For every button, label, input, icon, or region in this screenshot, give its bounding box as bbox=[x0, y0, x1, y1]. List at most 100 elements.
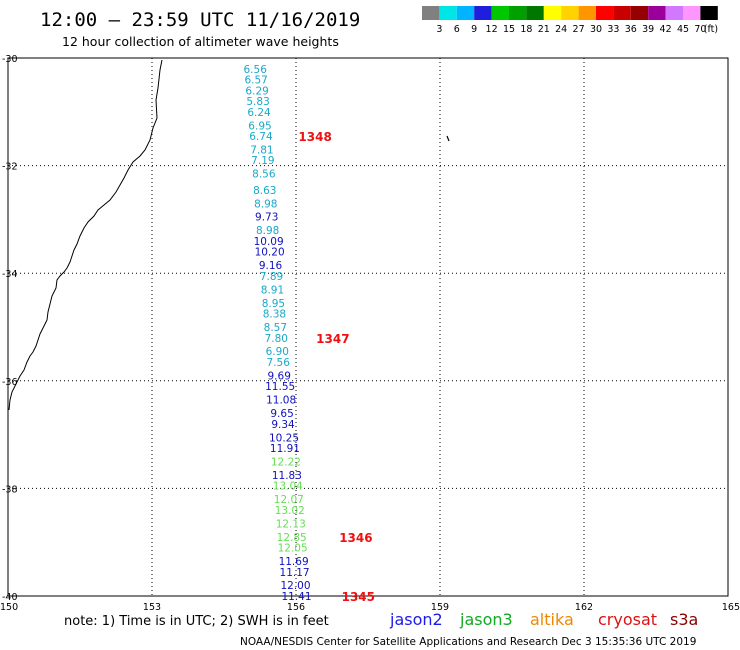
lon-tick-label: 159 bbox=[431, 602, 449, 613]
legend-tick-label: 24 bbox=[555, 24, 567, 35]
wave-height-value: 7.80 bbox=[265, 333, 288, 345]
wave-height-value: 9.73 bbox=[255, 212, 278, 224]
pass-time-label: 1347 bbox=[316, 332, 349, 346]
legend-tick-label: 33 bbox=[607, 24, 619, 35]
wave-height-value: 12.05 bbox=[278, 543, 308, 555]
footer-credit: NOAA/NESDIS Center for Satellite Applica… bbox=[240, 636, 696, 648]
wave-height-value: 11.83 bbox=[272, 470, 302, 482]
color-legend: 3 6 9 12 15 18 21 24 27 30 33 36 39 42 45 70(ft) bbox=[422, 6, 718, 35]
wave-height-value: 8.38 bbox=[263, 309, 286, 321]
legend-swatch bbox=[683, 6, 701, 20]
legend-swatch bbox=[474, 6, 492, 20]
island-mark bbox=[446, 135, 450, 142]
legend-tick-label: 6 bbox=[454, 24, 460, 35]
wave-height-value: 12.00 bbox=[280, 580, 310, 592]
legend-swatch bbox=[456, 6, 475, 20]
legend-tick-label: 30 bbox=[590, 24, 602, 35]
legend-swatch bbox=[578, 6, 596, 20]
legend-swatch bbox=[561, 6, 579, 20]
wave-height-value: 8.56 bbox=[252, 169, 276, 181]
legend-tick-label: 36 bbox=[625, 24, 637, 35]
legend-swatch bbox=[491, 6, 509, 20]
wave-height-value: 8.63 bbox=[253, 185, 276, 197]
legend-swatch bbox=[422, 6, 440, 20]
satellite-jason2-label: jason2 bbox=[389, 610, 443, 629]
wave-height-value: 7.19 bbox=[251, 155, 274, 167]
wave-height-readings: 6.566.576.295.836.246.956.747.817.19 8.56… bbox=[244, 64, 312, 603]
legend-swatch bbox=[613, 6, 631, 20]
wave-height-value: 8.98 bbox=[254, 198, 277, 210]
legend-tick-label: 15 bbox=[503, 24, 515, 35]
legend-swatch bbox=[648, 6, 666, 20]
legend-tick-label: 42 bbox=[660, 24, 672, 35]
lon-tick-label: 162 bbox=[575, 602, 593, 613]
wave-height-value: 6.95 bbox=[248, 120, 271, 132]
wave-height-value: 7.56 bbox=[267, 357, 291, 369]
map-frame bbox=[7, 57, 729, 597]
wave-height-value: 6.24 bbox=[247, 107, 271, 119]
satellite-cryosat-label: cryosat bbox=[598, 610, 657, 629]
legend-unit: (ft) bbox=[704, 24, 718, 35]
wave-height-value: 6.74 bbox=[249, 131, 273, 143]
wave-height-value: 12.13 bbox=[276, 518, 306, 530]
wave-height-value: 12.07 bbox=[274, 494, 304, 506]
wave-height-value: 11.41 bbox=[281, 591, 311, 603]
wave-height-value: 8.95 bbox=[262, 298, 285, 310]
wave-height-value: 9.16 bbox=[259, 260, 283, 272]
legend-tick-label: 21 bbox=[538, 24, 550, 35]
latitude-labels: -30 -32 -34 -36 -38 -40 bbox=[2, 54, 18, 603]
legend-swatch bbox=[439, 6, 457, 20]
wave-height-value: 11.17 bbox=[280, 567, 310, 579]
lat-tick-label: -40 bbox=[2, 592, 18, 603]
legend-tick-label: 12 bbox=[486, 24, 498, 35]
wave-height-value: 8.91 bbox=[261, 284, 284, 296]
legend-tick-label: 3 bbox=[436, 24, 442, 35]
legend-swatch bbox=[543, 6, 562, 20]
satellite-altika-label: altika bbox=[530, 610, 574, 629]
wave-height-value: 13.02 bbox=[275, 505, 305, 517]
legend-tick-label: 9 bbox=[471, 24, 477, 35]
legend-swatch bbox=[509, 6, 527, 20]
wave-height-value: 11.55 bbox=[265, 381, 295, 393]
grid-lines bbox=[8, 58, 728, 596]
lat-tick-label: -30 bbox=[2, 54, 18, 65]
pass-time-label: 1345 bbox=[342, 590, 375, 604]
lon-tick-label: 156 bbox=[287, 602, 305, 613]
legend-swatch bbox=[665, 6, 683, 20]
wave-height-value: 5.83 bbox=[246, 96, 269, 108]
wave-height-value: 9.69 bbox=[268, 370, 291, 382]
wave-height-value: 6.29 bbox=[245, 85, 268, 97]
wave-height-value: 11.08 bbox=[266, 395, 296, 407]
page-title: 12:00 – 23:59 UTC 11/16/2019 bbox=[40, 9, 360, 31]
lat-tick-label: -34 bbox=[2, 269, 18, 280]
legend-tick-label: 39 bbox=[642, 24, 654, 35]
wave-height-value: 10.20 bbox=[255, 247, 285, 259]
legend-swatch bbox=[596, 6, 614, 20]
legend-tick-label: 70 bbox=[694, 24, 706, 35]
legend-swatch bbox=[630, 6, 649, 20]
lon-tick-label: 165 bbox=[722, 602, 740, 613]
legend-swatch bbox=[700, 6, 718, 20]
wave-height-value: 13.04 bbox=[273, 481, 303, 493]
time-labels: 1348 1347 1346 1345 bbox=[298, 130, 375, 604]
wave-height-value: 8.57 bbox=[264, 322, 287, 334]
pass-time-label: 1346 bbox=[339, 531, 372, 545]
wave-height-value: 7.81 bbox=[250, 144, 273, 156]
wave-height-value: 9.34 bbox=[271, 419, 295, 431]
wave-height-value: 12.22 bbox=[271, 457, 301, 469]
wave-height-value: 11.69 bbox=[279, 556, 309, 568]
lat-tick-label: -36 bbox=[2, 377, 18, 388]
wave-height-value: 10.09 bbox=[254, 236, 284, 248]
coastline bbox=[8, 59, 163, 411]
lon-tick-label: 153 bbox=[143, 602, 161, 613]
page-subtitle: 12 hour collection of altimeter wave hei… bbox=[62, 34, 339, 49]
longitude-labels: 150 153 156 159 162 165 bbox=[0, 602, 740, 613]
lon-tick-label: 150 bbox=[0, 602, 18, 613]
satellite-jason3-label: jason3 bbox=[459, 610, 513, 629]
wave-height-value: 9.65 bbox=[270, 408, 293, 420]
wave-height-value: 6.57 bbox=[244, 75, 267, 87]
wave-height-value: 8.98 bbox=[256, 225, 279, 237]
note-text: note: 1) Time is in UTC; 2) SWH is in fe… bbox=[64, 614, 329, 629]
pass-time-label: 1348 bbox=[298, 130, 331, 144]
wave-height-value: 6.90 bbox=[266, 346, 289, 358]
